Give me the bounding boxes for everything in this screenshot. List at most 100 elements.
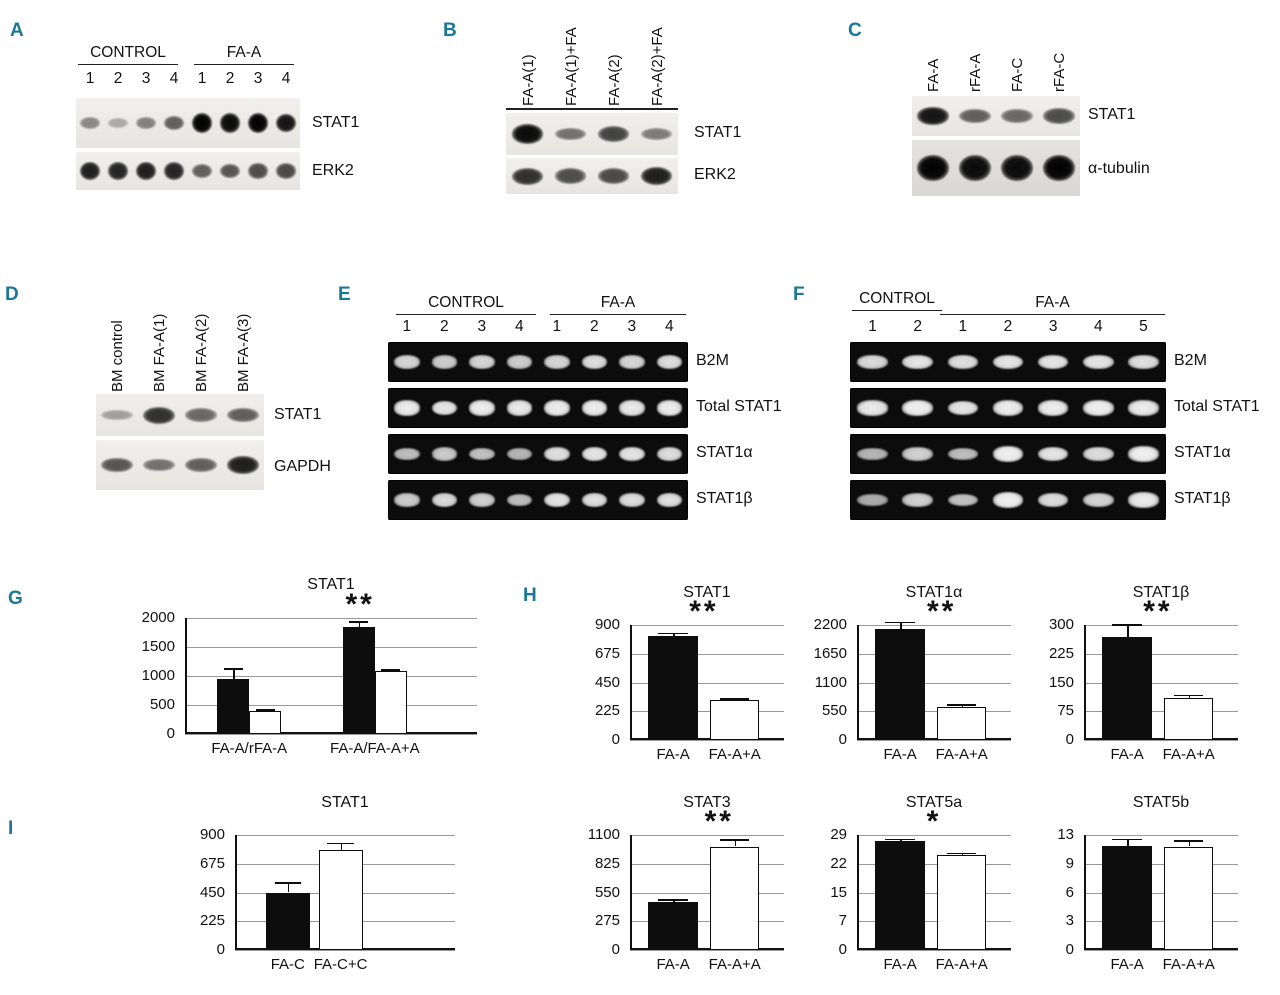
- gel-band: [1037, 400, 1069, 416]
- error-bar: [358, 621, 361, 627]
- protein-band: [640, 166, 673, 186]
- protein-band: [511, 167, 544, 185]
- gel-band: [394, 447, 420, 461]
- gel-band: [506, 493, 532, 507]
- y-tick-label: 550: [594, 883, 620, 901]
- protein-band: [959, 155, 991, 181]
- lane-number: 3: [627, 318, 637, 335]
- gel-band: [857, 447, 888, 461]
- y-tick-label: 300: [1048, 616, 1074, 633]
- protein-band: [163, 116, 185, 130]
- gel-band: [506, 400, 532, 416]
- fa-c-stat1-bar-chart: STAT1 0 225 450 675 900 FA-C FA-C+C: [170, 790, 470, 995]
- significance-marker: *: [926, 805, 942, 838]
- y-tick-label: 15: [830, 883, 847, 901]
- group-header-fa-a: FA-A: [940, 294, 1165, 315]
- bar: [1164, 697, 1214, 740]
- error-bar-cap: [946, 852, 977, 855]
- bar: [648, 635, 698, 740]
- lane-number: 1: [868, 318, 877, 335]
- x-category-label: FA-A+A: [1162, 956, 1215, 973]
- x-category-label: FA-A: [656, 956, 690, 973]
- error-bar-cap: [1173, 840, 1204, 842]
- lane-number: 4: [514, 318, 524, 335]
- x-category-label: FA-A/rFA-A: [211, 740, 288, 757]
- gridline: [185, 618, 477, 619]
- y-axis: [1084, 625, 1086, 740]
- group-header-fa-a: FA-A: [550, 294, 686, 315]
- rotated-lane-labels: FA-A(1) FA-A(1)+FA FA-A(2) FA-A(2)+FA: [506, 6, 678, 106]
- gel-band: [1082, 354, 1114, 370]
- bar: [1164, 846, 1214, 950]
- x-axis: [1084, 948, 1238, 950]
- protein-band: [219, 163, 241, 179]
- protein-band: [1001, 109, 1033, 123]
- error-bar-cap: [1112, 624, 1142, 626]
- lane-number: 1: [197, 70, 207, 87]
- error-bar-cap: [255, 709, 275, 711]
- x-category-label: FA-A: [1110, 746, 1144, 763]
- x-category-label: FA-A+A: [1162, 746, 1215, 763]
- chart-plot: [857, 621, 1011, 741]
- rotated-lane-label: BM FA-A(2): [193, 313, 210, 392]
- gridline: [630, 921, 784, 923]
- significance-marker: **: [927, 595, 957, 628]
- rotated-lane-labels: BM control BM FA-A(1) BM FA-A(2) BM FA-A(3): [96, 278, 264, 392]
- error-bar-cap: [274, 882, 301, 884]
- bar: [875, 840, 925, 950]
- bar: [1102, 636, 1152, 740]
- gel-band: [544, 400, 570, 416]
- x-axis: [185, 732, 477, 734]
- gridline: [857, 950, 1011, 951]
- gel-strip: [388, 342, 688, 382]
- gel-band: [992, 400, 1024, 416]
- gridline: [857, 863, 1011, 865]
- stat3-bar-chart: STAT3 0 275 550 825 1100 FA-A FA-A+A **: [568, 790, 798, 995]
- gridline: [857, 740, 1011, 741]
- panel-e-letter: E: [338, 284, 351, 305]
- y-tick-label: 1500: [141, 638, 175, 655]
- y-axis: [630, 835, 632, 950]
- gel-band: [469, 447, 495, 461]
- gel-band: [431, 400, 457, 416]
- x-category-label: FA-A/FA-A+A: [329, 740, 420, 757]
- rotated-lane-label: FA-A(2)+FA: [648, 27, 666, 106]
- lane-number: 4: [1093, 318, 1103, 335]
- gel-band: [992, 492, 1024, 508]
- significance-marker: **: [689, 595, 719, 628]
- chart-plot: [185, 618, 477, 735]
- gridline: [185, 647, 477, 648]
- gel-strip: [850, 480, 1166, 520]
- lane-number: 4: [169, 70, 179, 87]
- gridline: [857, 711, 1011, 713]
- y-tick-label: 7: [838, 912, 847, 930]
- gel-band: [992, 354, 1024, 370]
- lane-number: 3: [1048, 318, 1058, 335]
- y-tick-label: 275: [594, 912, 620, 930]
- gel-band: [581, 446, 607, 462]
- stat1-beta-bar-chart: STAT1β 0 75 150 225 300 FA-A FA-A+A **: [1022, 580, 1252, 785]
- gridline: [1084, 625, 1238, 626]
- protein-band: [597, 168, 630, 184]
- protein-band: [1043, 155, 1075, 181]
- gel-band: [857, 354, 888, 370]
- gel-band: [469, 493, 495, 507]
- chart-title: STAT5a: [905, 794, 963, 811]
- y-tick-label: 2200: [813, 616, 847, 633]
- y-tick-label: 900: [594, 616, 620, 633]
- gridline: [857, 682, 1011, 684]
- chart-plot: [630, 625, 784, 741]
- y-tick-label: 13: [1057, 826, 1074, 843]
- bar: [1102, 845, 1152, 950]
- y-tick-label: 3: [1065, 912, 1074, 930]
- y-tick-label: 9: [1065, 854, 1074, 872]
- gel-row-label-total-stat1: Total STAT1: [696, 398, 782, 415]
- protein-band: [107, 162, 129, 180]
- gel-band: [544, 446, 570, 462]
- gel-strip: [388, 480, 688, 520]
- lane-number: 4: [281, 70, 291, 87]
- y-axis: [185, 618, 187, 734]
- gridline: [630, 950, 784, 951]
- bar: [249, 710, 282, 734]
- gel-band: [902, 354, 934, 370]
